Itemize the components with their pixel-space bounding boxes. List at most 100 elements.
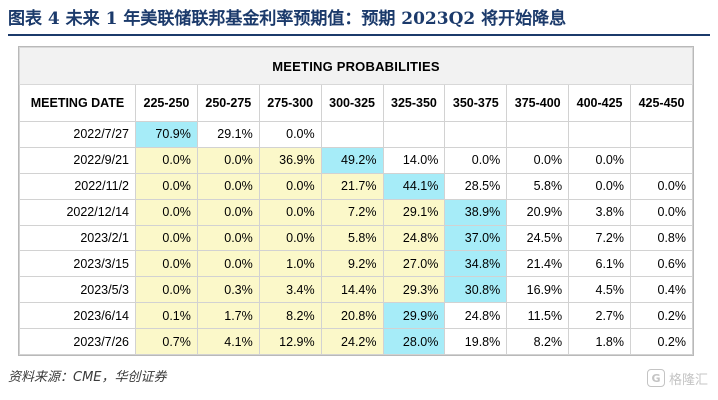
probability-cell: 0.0% <box>196 146 260 174</box>
probability-cell: 8.2% <box>506 328 570 355</box>
probability-cell: 0.0% <box>196 224 260 252</box>
probability-cell: 0.0% <box>196 172 260 200</box>
watermark-text: 格隆汇 <box>668 372 708 388</box>
source-note: 资料来源：CME，华创证券 <box>8 370 167 385</box>
probability-cell: 20.8% <box>320 302 384 329</box>
figure-title: 图表 4 未来 1 年美联储联邦基金利率预期值：预期 2023Q2 将开始降息 <box>8 9 567 29</box>
table-banner: MEETING PROBABILITIES <box>19 47 693 85</box>
meeting-date-cell: 2022/11/2 <box>19 172 136 200</box>
probability-cell: 0.0% <box>135 224 198 252</box>
table-row: 2022/9/21 0.0% 0.0% 36.9% 49.2% 14.0% 0.0% 0.0%… <box>19 146 693 174</box>
probability-cell: 3.8% <box>568 198 631 226</box>
probability-cell: 14.0% <box>382 146 446 174</box>
probability-cell: 29.3% <box>382 276 446 304</box>
column-header-rate-range: 300-325 <box>320 84 384 122</box>
probability-cell: 7.2% <box>320 198 384 226</box>
probability-cell: 70.9% <box>135 121 198 148</box>
probability-cell: 19.8% <box>444 328 508 355</box>
probability-cell: 5.8% <box>320 224 384 252</box>
meeting-date-cell: 2022/7/27 <box>19 121 136 148</box>
column-header-rate-range: 275-300 <box>258 84 322 122</box>
probability-cell: 30.8% <box>444 276 508 304</box>
table-row: 2023/5/3 0.0% 0.3% 3.4% 14.4% 29.3% 30.8% 16.9%… <box>19 276 693 304</box>
probability-cell: 34.8% <box>444 250 508 278</box>
probability-cell <box>506 121 570 148</box>
probability-cell: 1.7% <box>196 302 260 329</box>
probability-cell: 8.2% <box>258 302 322 329</box>
probability-cell: 21.4% <box>506 250 570 278</box>
probability-cell: 0.7% <box>135 328 198 355</box>
probability-table-container: MEETING PROBABILITIES MEETING DATE 225-2… <box>18 46 694 356</box>
probability-cell: 0.3% <box>196 276 260 304</box>
probability-cell: 0.0% <box>135 172 198 200</box>
table-row: 2023/3/15 0.0% 0.0% 1.0% 9.2% 27.0% 34.8% 21.4%… <box>19 250 693 278</box>
column-header-rate-range: 350-375 <box>444 84 508 122</box>
probability-cell: 0.6% <box>630 250 693 278</box>
probability-cell: 0.0% <box>196 250 260 278</box>
probability-cell: 49.2% <box>320 146 384 174</box>
probability-cell: 6.1% <box>568 250 631 278</box>
probability-cell: 0.0% <box>568 146 631 174</box>
probability-cell: 7.2% <box>568 224 631 252</box>
probability-cell: 37.0% <box>444 224 508 252</box>
column-header-meeting-date: MEETING DATE <box>19 84 136 122</box>
probability-cell: 0.4% <box>630 276 693 304</box>
probability-cell: 5.8% <box>506 172 570 200</box>
table-row: 2023/6/14 0.1% 1.7% 8.2% 20.8% 29.9% 24.8% 11.5… <box>19 302 693 329</box>
meeting-date-cell: 2023/5/3 <box>19 276 136 304</box>
probability-cell <box>568 121 631 148</box>
probability-cell: 1.8% <box>568 328 631 355</box>
column-header-rate-range: 425-450 <box>630 84 693 122</box>
probability-cell: 1.0% <box>258 250 322 278</box>
probability-cell: 12.9% <box>258 328 322 355</box>
table-row: 2023/7/26 0.7% 4.1% 12.9% 24.2% 28.0% 19.8% 8.2… <box>19 328 693 355</box>
probability-cell: 38.9% <box>444 198 508 226</box>
probability-cell: 9.2% <box>320 250 384 278</box>
probability-cell: 4.1% <box>196 328 260 355</box>
probability-cell <box>444 121 508 148</box>
meeting-date-cell: 2022/9/21 <box>19 146 136 174</box>
probability-cell: 0.0% <box>258 172 322 200</box>
table-row: 2022/7/27 70.9% 29.1% 0.0% <box>19 121 693 148</box>
probability-cell: 2.7% <box>568 302 631 329</box>
probability-cell: 0.0% <box>135 198 198 226</box>
probability-cell: 0.0% <box>135 276 198 304</box>
probability-cell: 0.0% <box>444 146 508 174</box>
probability-cell: 24.5% <box>506 224 570 252</box>
title-divider <box>8 34 710 36</box>
probability-cell: 0.0% <box>258 224 322 252</box>
probability-cell <box>382 121 446 148</box>
probability-cell: 29.1% <box>382 198 446 226</box>
probability-cell: 27.0% <box>382 250 446 278</box>
probability-cell: 28.5% <box>444 172 508 200</box>
table-row: 2022/11/2 0.0% 0.0% 0.0% 21.7% 44.1% 28.5% 5.8%… <box>19 172 693 200</box>
probability-cell: 0.2% <box>630 302 693 329</box>
watermark: G 格隆汇 <box>646 366 708 390</box>
probability-cell: 3.4% <box>258 276 322 304</box>
probability-cell: 0.0% <box>568 172 631 200</box>
table-header-row: MEETING DATE 225-250 250-275 275-300 300-32… <box>19 84 693 122</box>
table-body: 2022/7/27 70.9% 29.1% 0.0% 2022/9/21 0.0% 0.0%… <box>19 121 693 355</box>
probability-cell: 29.9% <box>382 302 446 329</box>
column-header-rate-range: 250-275 <box>196 84 260 122</box>
probability-cell: 0.0% <box>506 146 570 174</box>
probability-cell <box>630 146 693 174</box>
column-header-rate-range: 400-425 <box>568 84 631 122</box>
meeting-date-cell: 2023/2/1 <box>19 224 136 252</box>
meeting-date-cell: 2023/3/15 <box>19 250 136 278</box>
probability-cell: 21.7% <box>320 172 384 200</box>
probability-cell: 24.2% <box>320 328 384 355</box>
probability-cell: 0.8% <box>630 224 693 252</box>
probability-cell: 29.1% <box>196 121 260 148</box>
column-header-rate-range: 225-250 <box>135 84 198 122</box>
probability-cell: 24.8% <box>382 224 446 252</box>
probability-cell: 14.4% <box>320 276 384 304</box>
column-header-rate-range: 325-350 <box>382 84 446 122</box>
probability-cell: 0.0% <box>258 198 322 226</box>
probability-cell: 0.1% <box>135 302 198 329</box>
probability-cell: 0.0% <box>135 146 198 174</box>
probability-cell: 0.2% <box>630 328 693 355</box>
meeting-date-cell: 2022/12/14 <box>19 198 136 226</box>
probability-cell: 0.0% <box>135 250 198 278</box>
meeting-probabilities-table: MEETING PROBABILITIES MEETING DATE 225-2… <box>19 47 693 355</box>
